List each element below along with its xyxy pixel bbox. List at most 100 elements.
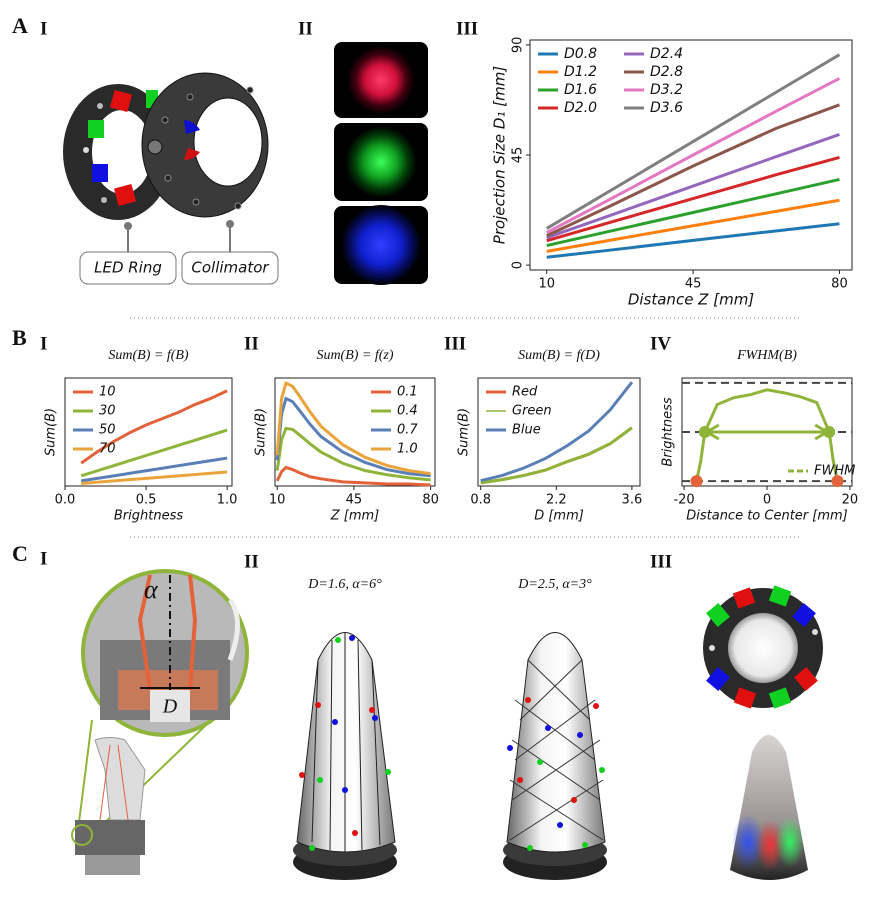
- series-line: [80, 456, 228, 483]
- y-tick-label: 90: [511, 37, 526, 54]
- legend-label: 0.7: [397, 423, 418, 438]
- legend-label: D2.4: [650, 46, 683, 62]
- x-axis-label: Brightness: [114, 509, 183, 524]
- plot-frame: [64, 377, 233, 487]
- x-tick-label: 0.5: [136, 493, 157, 508]
- chart-title: Sum(B) = f(B): [108, 348, 189, 363]
- panel-label: C: [12, 541, 28, 566]
- y-axis-label: Sum(B): [254, 408, 269, 456]
- panel-label: I: [40, 548, 47, 569]
- y-tick-label: 45: [511, 147, 526, 164]
- y-axis-label: Sum(B): [44, 408, 59, 456]
- series-line: [546, 222, 840, 259]
- panel-label: III: [456, 18, 478, 39]
- profile-end: [690, 475, 703, 488]
- x-tick-label: 1.0: [217, 493, 238, 508]
- series-line: [275, 381, 431, 476]
- legend-label: Blue: [512, 423, 541, 438]
- panel-label: I: [40, 18, 47, 39]
- x-tick-label: 45: [685, 277, 702, 292]
- led-ring-illustration: [63, 72, 279, 285]
- series-line: [546, 77, 841, 234]
- series-line: [546, 178, 840, 247]
- chart-title: Sum(B) = f(D): [518, 348, 600, 363]
- plot-frame: [477, 377, 641, 487]
- series-line: [80, 428, 228, 478]
- panel-label: B: [12, 325, 27, 350]
- panel-label: A: [12, 13, 28, 38]
- panel-label: III: [650, 551, 672, 572]
- chart-title: Sum(B) = f(z): [316, 348, 393, 363]
- projection-images: [334, 42, 428, 285]
- x-axis-label: Z [mm]: [330, 509, 380, 524]
- x-tick-label: 80: [831, 277, 848, 292]
- y-axis-label: Sum(B): [457, 408, 472, 456]
- panel-label: IV: [650, 333, 671, 354]
- alpha-symbol: α: [144, 575, 159, 604]
- y-tick-label: 0: [511, 261, 526, 269]
- legend-label: 30: [99, 404, 116, 419]
- callout: Collimator: [191, 259, 269, 277]
- legend-label: FWHM: [814, 464, 855, 479]
- fwhm-point: [698, 426, 711, 438]
- shade-designs: [293, 632, 607, 880]
- series-line: [275, 426, 431, 482]
- series-line: [480, 426, 633, 485]
- series-line: [81, 470, 228, 485]
- collimator-detail: [71, 569, 249, 875]
- x-axis-label: Distance to Center [mm]: [686, 509, 848, 524]
- plot-frame: [274, 377, 436, 487]
- y-axis-label: Projection Size D₁ [mm]: [491, 66, 509, 245]
- x-axis-label: D [mm]: [534, 509, 584, 524]
- x-tick-label: 3.6: [622, 493, 643, 508]
- series-line: [80, 389, 228, 465]
- legend-label: 10: [99, 385, 116, 400]
- callout: LED Ring: [94, 259, 162, 277]
- legend-label: Green: [512, 404, 552, 419]
- legend-label: 0.1: [397, 385, 418, 400]
- x-tick-label: 0: [763, 493, 771, 508]
- config-label: D=2.5, α=3°: [517, 577, 592, 592]
- fwhm-point: [823, 426, 836, 438]
- config-label: D=1.6, α=6°: [307, 577, 382, 592]
- legend-label: Red: [512, 385, 538, 400]
- x-tick-label: 0.8: [470, 493, 491, 508]
- x-tick-label: 2.2: [546, 493, 567, 508]
- x-tick-label: 20: [842, 493, 859, 508]
- legend-label: 70: [99, 442, 116, 457]
- legend-label: D3.6: [650, 100, 683, 116]
- series-line: [546, 155, 840, 243]
- x-tick-label: 80: [422, 493, 439, 508]
- legend-label: D0.8: [564, 46, 597, 62]
- legend-label: D2.8: [650, 64, 683, 80]
- profile-end: [831, 475, 844, 488]
- legend-label: D2.0: [564, 100, 597, 116]
- x-tick-label: 0.0: [55, 493, 76, 508]
- y-axis-label: Brightness: [661, 397, 676, 466]
- legend-label: 0.4: [397, 404, 418, 419]
- panel-label: II: [244, 551, 259, 572]
- panel-label: I: [40, 333, 47, 354]
- series-line: [275, 396, 431, 478]
- legend-label: D1.2: [564, 64, 597, 80]
- panel-label: III: [444, 333, 466, 354]
- x-tick-label: 10: [269, 493, 286, 508]
- legend-label: D3.2: [650, 82, 683, 98]
- legend-label: 50: [99, 423, 116, 438]
- series-line: [480, 381, 634, 483]
- legend-label: 1.0: [397, 442, 418, 457]
- chart-title: FWHM(B): [736, 348, 797, 363]
- led-ring-and-lamp: [703, 585, 823, 880]
- x-tick-label: 10: [538, 277, 555, 292]
- series-line: [546, 133, 840, 240]
- d-symbol: D: [162, 696, 178, 718]
- panel-label: II: [298, 18, 313, 39]
- x-tick-label: 45: [346, 493, 363, 508]
- legend-label: D1.6: [564, 82, 597, 98]
- x-axis-label: Distance Z [mm]: [628, 291, 754, 309]
- series-line: [275, 465, 431, 487]
- x-tick-label: -20: [673, 493, 694, 508]
- panel-label: II: [244, 333, 259, 354]
- series-line: [546, 103, 840, 238]
